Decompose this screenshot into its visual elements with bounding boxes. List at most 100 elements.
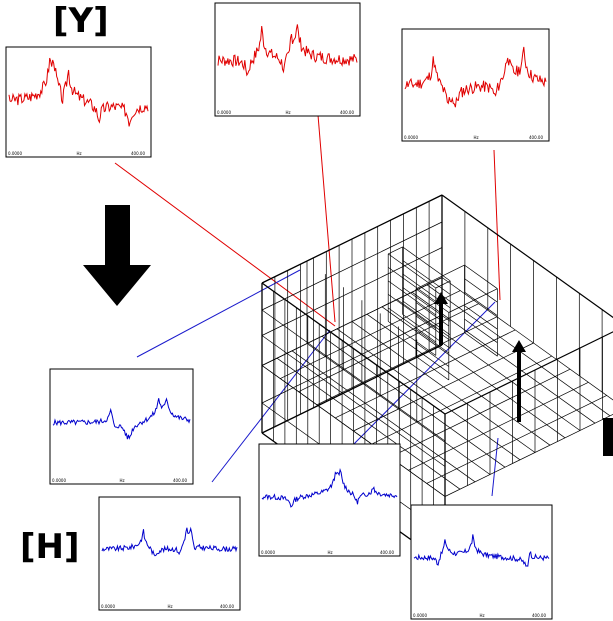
mesh-line (387, 280, 437, 316)
frequency-curve (217, 24, 358, 77)
frequency-curve (413, 534, 550, 567)
mesh-line (402, 260, 451, 295)
mesh-line (261, 277, 443, 366)
tick-label: 400.00 (173, 478, 187, 483)
mesh-line (426, 395, 607, 484)
mesh-line (261, 309, 446, 442)
mesh-line (261, 194, 443, 284)
tick-label: 0.0000 (261, 550, 275, 555)
mesh-line (261, 344, 443, 434)
mesh-line (448, 288, 498, 313)
plot-frame (258, 443, 401, 557)
mesh-line (415, 264, 465, 290)
mesh-line (464, 264, 498, 289)
mesh-line (261, 221, 443, 311)
tick-label: 0.0000 (217, 110, 231, 115)
tick-label: Hz (286, 110, 291, 115)
mesh-line (387, 321, 437, 356)
mesh-line (261, 282, 446, 415)
frf-label: [H] (20, 527, 80, 567)
response-plot-2: 0.0000 Hz 400.00 (214, 2, 361, 117)
down-arrow-icon (83, 205, 151, 306)
tick-label: 400.00 (220, 604, 234, 609)
mesh-line (435, 280, 451, 289)
force-head (512, 340, 526, 352)
tick-label: 400.00 (380, 550, 394, 555)
mesh-line (441, 194, 613, 319)
plot-panels: 0.0000 Hz 400.00 0.0000 Hz 400.00 0.0000 Hz 400.… (5, 2, 553, 620)
tick-label: Hz (480, 613, 485, 618)
tick-label: 0.0000 (404, 135, 418, 140)
mesh-line (444, 413, 613, 497)
tick-label: 0.0000 (413, 613, 427, 618)
tick-label: 0.0000 (101, 604, 115, 609)
mesh-line (280, 290, 461, 379)
mesh-line (464, 291, 498, 316)
mesh-line (402, 300, 451, 336)
leader-line (339, 301, 496, 459)
mesh-line (415, 329, 450, 354)
plot-frame (5, 46, 152, 158)
force-arrow-icon (512, 340, 526, 422)
mesh-line (408, 381, 589, 471)
plot-frame (214, 2, 361, 117)
arrows (83, 205, 526, 422)
mesh-line (415, 356, 450, 381)
mesh-line (353, 342, 534, 432)
leader-line (114, 162, 336, 327)
mesh-line (415, 288, 450, 313)
tick-label: Hz (168, 604, 173, 609)
force-arrow-icon (434, 292, 448, 345)
edge-marker (603, 418, 613, 456)
frf-plot-3: 0.0000 Hz 400.00 (258, 443, 401, 557)
frequency-curve (101, 526, 238, 557)
leader-line (317, 114, 336, 323)
force-head (434, 292, 448, 304)
tick-label: 0.0000 (52, 478, 66, 483)
plot-frame (98, 496, 241, 611)
tick-label: Hz (120, 478, 125, 483)
mesh-line (387, 253, 437, 289)
leader-line (136, 269, 301, 358)
frequency-curve (261, 467, 398, 508)
response-plot-3: 0.0000 Hz 400.00 (401, 28, 550, 142)
frequency-curve (8, 57, 149, 127)
mesh-line (371, 355, 552, 445)
mesh-line (415, 302, 450, 327)
response-plot-1: 0.0000 Hz 400.00 (5, 46, 152, 158)
mesh-line (464, 318, 498, 343)
leader-line (493, 149, 501, 301)
tick-label: 400.00 (340, 110, 354, 115)
frf-plot-1: 0.0000 Hz 400.00 (49, 368, 194, 485)
mesh-line (389, 368, 571, 458)
mesh-line (402, 314, 451, 349)
mesh-line (387, 294, 437, 329)
tick-label: 400.00 (529, 135, 543, 140)
leader-line (491, 437, 499, 497)
mesh-line (261, 365, 446, 497)
mesh-line (387, 307, 437, 343)
mesh-line (415, 342, 450, 367)
tick-label: 400.00 (131, 151, 145, 156)
mesh-line (415, 315, 450, 340)
frf-plot-4: 0.0000 Hz 400.00 (410, 504, 553, 620)
mesh-line (402, 246, 451, 282)
tick-label: 400.00 (532, 613, 546, 618)
leader-lines (114, 114, 501, 497)
mesh-line (464, 278, 498, 303)
plot-frame (410, 504, 553, 620)
tick-label: Hz (77, 151, 82, 156)
mesh-line (441, 277, 613, 401)
mesh-line (388, 246, 403, 255)
mesh-line (316, 316, 498, 406)
mesh-line (464, 332, 498, 357)
response-label: [Y] (53, 1, 109, 41)
frf-plot-2: 0.0000 Hz 400.00 (98, 496, 241, 611)
frequency-curve (404, 46, 547, 108)
frequency-curve (52, 397, 191, 440)
mesh-line (261, 314, 443, 404)
mesh-line (464, 305, 498, 330)
mesh-line (402, 287, 451, 322)
